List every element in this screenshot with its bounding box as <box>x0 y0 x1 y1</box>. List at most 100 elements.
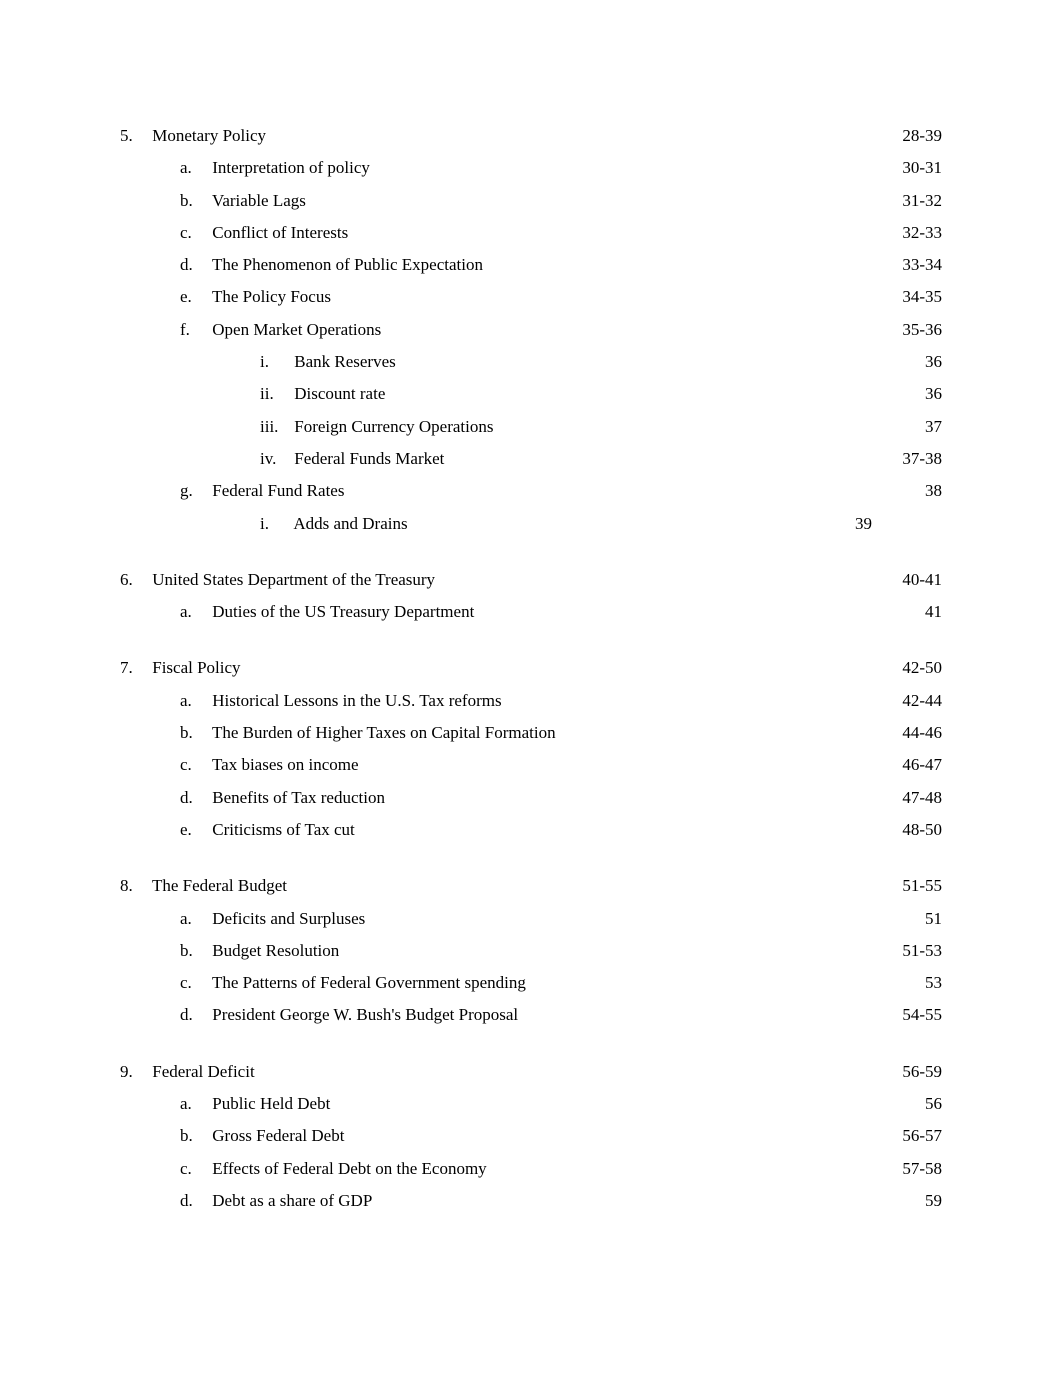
toc-entry-title: Effects of Federal Debt on the Economy <box>212 1159 486 1178</box>
toc-entry-marker: b. <box>180 1120 208 1152</box>
toc-row: ii. Discount rate36 <box>120 378 942 410</box>
toc-entry-label: d. President George W. Bush's Budget Pro… <box>120 999 882 1031</box>
toc-entry-page: 37 <box>882 411 942 443</box>
toc-row: d. The Phenomenon of Public Expectation3… <box>120 249 942 281</box>
toc-entry-page: 56-59 <box>882 1056 942 1088</box>
toc-entry-title: Adds and Drains <box>293 514 407 533</box>
toc-entry-marker: a. <box>180 685 208 717</box>
toc-entry-page: 54-55 <box>882 999 942 1031</box>
toc-entry-label: d. The Phenomenon of Public Expectation <box>120 249 882 281</box>
toc-entry-label: a. Duties of the US Treasury Department <box>120 596 882 628</box>
toc-row: b. Variable Lags31-32 <box>120 185 942 217</box>
toc-row: 6. United States Department of the Treas… <box>120 564 942 596</box>
toc-entry-title: Tax biases on income <box>212 755 359 774</box>
toc-entry-marker: d. <box>180 249 208 281</box>
toc-entry-page: 56 <box>882 1088 942 1120</box>
toc-entry-label: g. Federal Fund Rates <box>120 475 882 507</box>
toc-entry-title: United States Department of the Treasury <box>152 570 435 589</box>
toc-entry-marker: a. <box>180 1088 208 1120</box>
toc-entry-marker: i. <box>260 346 290 378</box>
toc-entry-title: Foreign Currency Operations <box>294 417 493 436</box>
table-of-contents: 5. Monetary Policy28-39a. Interpretation… <box>120 120 942 1217</box>
toc-entry-label: a. Interpretation of policy <box>120 152 882 184</box>
toc-entry-page: 38 <box>882 475 942 507</box>
toc-row: d. Benefits of Tax reduction47-48 <box>120 782 942 814</box>
toc-entry-title: Interpretation of policy <box>212 158 370 177</box>
toc-entry-label: iii. Foreign Currency Operations <box>120 411 882 443</box>
toc-entry-page: 51-55 <box>882 870 942 902</box>
toc-entry-marker: d. <box>180 999 208 1031</box>
toc-entry-label: 6. United States Department of the Treas… <box>120 564 882 596</box>
toc-entry-title: Fiscal Policy <box>152 658 240 677</box>
toc-entry-label: a. Historical Lessons in the U.S. Tax re… <box>120 685 882 717</box>
toc-entry-marker: e. <box>180 814 208 846</box>
toc-entry-label: 7. Fiscal Policy <box>120 652 882 684</box>
toc-entry-title: Discount rate <box>294 384 385 403</box>
toc-entry-marker: b. <box>180 185 208 217</box>
toc-entry-title: Criticisms of Tax cut <box>212 820 355 839</box>
toc-entry-page: 51-53 <box>882 935 942 967</box>
toc-entry-title: The Burden of Higher Taxes on Capital Fo… <box>212 723 556 742</box>
toc-entry-label: e. The Policy Focus <box>120 281 882 313</box>
toc-entry-label: c. Effects of Federal Debt on the Econom… <box>120 1153 882 1185</box>
toc-row: 5. Monetary Policy28-39 <box>120 120 942 152</box>
toc-entry-title: The Policy Focus <box>212 287 331 306</box>
toc-row: b. Budget Resolution51-53 <box>120 935 942 967</box>
toc-entry-page: 42-50 <box>882 652 942 684</box>
toc-entry-marker: c. <box>180 217 208 249</box>
toc-entry-title: Gross Federal Debt <box>212 1126 344 1145</box>
toc-entry-label: c. Tax biases on income <box>120 749 882 781</box>
toc-row: 7. Fiscal Policy42-50 <box>120 652 942 684</box>
toc-entry-title: Deficits and Surpluses <box>212 909 365 928</box>
toc-row: a. Interpretation of policy30-31 <box>120 152 942 184</box>
toc-entry-marker: 5. <box>120 120 148 152</box>
toc-entry-page: 37-38 <box>882 443 942 475</box>
toc-entry-marker: 8. <box>120 870 148 902</box>
toc-entry-marker: c. <box>180 1153 208 1185</box>
toc-entry-label: f. Open Market Operations <box>120 314 882 346</box>
toc-row: c. Tax biases on income46-47 <box>120 749 942 781</box>
toc-entry-page: 34-35 <box>882 281 942 313</box>
toc-entry-label: c. The Patterns of Federal Government sp… <box>120 967 882 999</box>
toc-entry-page: 47-48 <box>882 782 942 814</box>
toc-entry-marker: a. <box>180 903 208 935</box>
toc-row: b. Gross Federal Debt56-57 <box>120 1120 942 1152</box>
toc-entry-title: Benefits of Tax reduction <box>212 788 385 807</box>
toc-entry-marker: b. <box>180 935 208 967</box>
toc-row: iii. Foreign Currency Operations37 <box>120 411 942 443</box>
toc-entry-title: Federal Funds Market <box>294 449 444 468</box>
toc-entry-page: 53 <box>882 967 942 999</box>
toc-entry-label: d. Debt as a share of GDP <box>120 1185 882 1217</box>
toc-row: g. Federal Fund Rates38 <box>120 475 942 507</box>
toc-entry-marker: a. <box>180 152 208 184</box>
toc-entry-page: 51 <box>882 903 942 935</box>
toc-entry-marker: f. <box>180 314 208 346</box>
toc-entry-marker: ii. <box>260 378 290 410</box>
section-gap <box>120 628 942 652</box>
toc-row: e. Criticisms of Tax cut48-50 <box>120 814 942 846</box>
toc-entry-page: 33-34 <box>882 249 942 281</box>
toc-row: c. The Patterns of Federal Government sp… <box>120 967 942 999</box>
toc-entry-page: 36 <box>882 346 942 378</box>
toc-entry-marker: 6. <box>120 564 148 596</box>
toc-entry-title: Public Held Debt <box>212 1094 330 1113</box>
toc-entry-page: 39 <box>812 508 942 540</box>
toc-entry-title: Federal Fund Rates <box>212 481 344 500</box>
toc-entry-title: Monetary Policy <box>152 126 266 145</box>
toc-entry-page: 46-47 <box>882 749 942 781</box>
toc-row: c. Conflict of Interests32-33 <box>120 217 942 249</box>
toc-entry-label: 9. Federal Deficit <box>120 1056 882 1088</box>
toc-entry-marker: iii. <box>260 411 290 443</box>
toc-entry-label: iv. Federal Funds Market <box>120 443 882 475</box>
toc-entry-title: The Phenomenon of Public Expectation <box>212 255 483 274</box>
toc-row: f. Open Market Operations35-36 <box>120 314 942 346</box>
toc-entry-label: a. Deficits and Surpluses <box>120 903 882 935</box>
toc-entry-label: b. Variable Lags <box>120 185 882 217</box>
toc-entry-title: Variable Lags <box>212 191 306 210</box>
toc-entry-title: President George W. Bush's Budget Propos… <box>212 1005 518 1024</box>
toc-entry-page: 35-36 <box>882 314 942 346</box>
toc-entry-page: 57-58 <box>882 1153 942 1185</box>
toc-entry-marker: 9. <box>120 1056 148 1088</box>
toc-row: b. The Burden of Higher Taxes on Capital… <box>120 717 942 749</box>
toc-entry-title: Federal Deficit <box>152 1062 254 1081</box>
